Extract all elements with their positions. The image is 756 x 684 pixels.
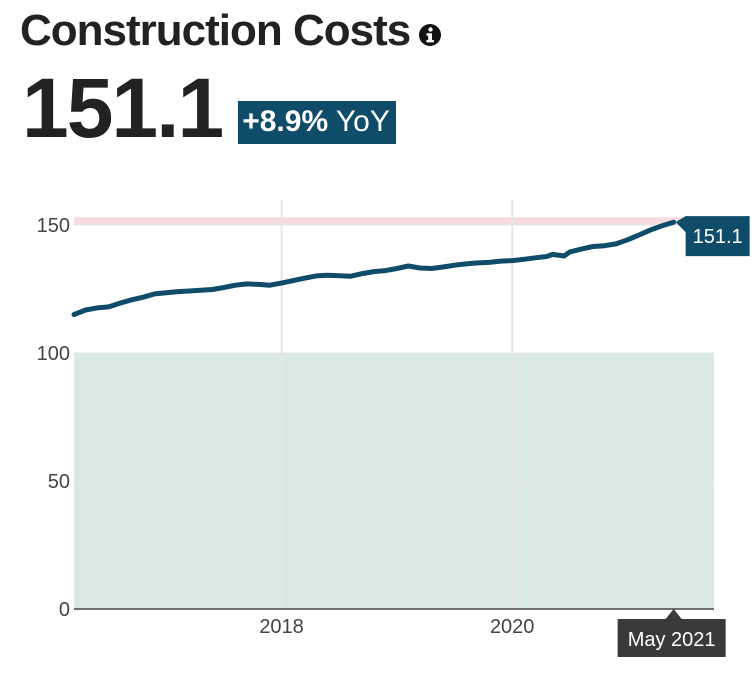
value-tooltip: 151.1 [675,216,750,257]
date-tooltip-box [617,609,726,657]
chart-title: Construction Costs [20,6,411,55]
chart-header: Construction Costs [20,6,442,56]
yoy-change: +8.9% [242,105,329,138]
value-tooltip-box [675,216,750,257]
date-tooltip-label: May 2021 [628,629,716,651]
y-tick-label: 150 [37,215,70,237]
info-icon[interactable] [418,23,442,47]
date-tooltip: May 2021 [617,609,726,657]
band-1 [74,217,714,225]
y-tick-label: 100 [37,343,70,365]
yoy-suffix: YoY [335,105,390,138]
headline-value-row: 151.1 +8.9% YoY [22,66,396,150]
yoy-badge: +8.9% YoY [238,101,396,144]
current-value: 151.1 [22,61,224,155]
value-tooltip-label: 151.1 [693,226,743,248]
x-tick-label: 2018 [259,616,304,638]
y-tick-label: 0 [59,599,70,621]
x-tick-label: 2020 [490,616,535,638]
series-line [71,219,677,318]
y-tick-label: 50 [48,471,70,493]
